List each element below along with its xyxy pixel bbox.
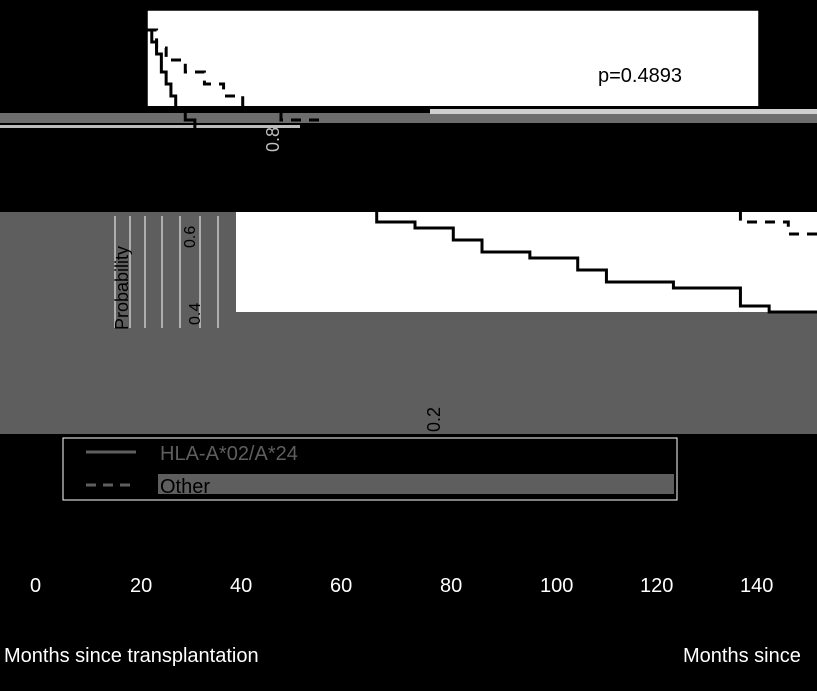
x-axis-label: Months since transplantation bbox=[4, 645, 259, 667]
y-tick-label: 0.6 bbox=[182, 226, 199, 248]
x-tick-label: 0 bbox=[30, 575, 41, 597]
legend-label-other: Other bbox=[160, 476, 210, 498]
y-axis-label: Probability bbox=[112, 246, 132, 330]
x-tick-label: 100 bbox=[540, 575, 573, 597]
x-tick-label: 80 bbox=[440, 575, 462, 597]
x-tick-label: 140 bbox=[740, 575, 773, 597]
y-tick-label: 0.4 bbox=[187, 303, 204, 325]
glitch-band-stripe bbox=[0, 113, 817, 123]
y-tick-label: 0.8 bbox=[263, 127, 283, 152]
y-tick-label: 0.2 bbox=[424, 407, 444, 432]
x-axis-label-right: Months since bbox=[683, 645, 801, 667]
plot-frame bbox=[146, 9, 760, 110]
series-line-other bbox=[147, 28, 817, 240]
plot-panel bbox=[147, 10, 759, 110]
series-line-hla bbox=[147, 28, 817, 314]
x-tick-label: 60 bbox=[330, 575, 352, 597]
glitch-band-stripe bbox=[430, 109, 817, 114]
x-tick-labels: 0 20 40 60 80 100 120 140 bbox=[30, 575, 773, 597]
glitch-band-stripe bbox=[0, 125, 300, 128]
banding-stripes bbox=[114, 216, 219, 328]
y-tick-label: 1.0 bbox=[86, 12, 108, 40]
survival-curves bbox=[147, 28, 817, 314]
x-tick-label: 40 bbox=[230, 575, 252, 597]
p-value-annotation: p=0.4893 bbox=[598, 65, 682, 87]
glitch-panel-light bbox=[236, 212, 817, 312]
legend-label-hla: HLA-A*02/A*24 bbox=[160, 443, 298, 465]
legend-bar bbox=[158, 474, 674, 494]
x-tick-label: 120 bbox=[640, 575, 673, 597]
x-tick-label: 20 bbox=[130, 575, 152, 597]
